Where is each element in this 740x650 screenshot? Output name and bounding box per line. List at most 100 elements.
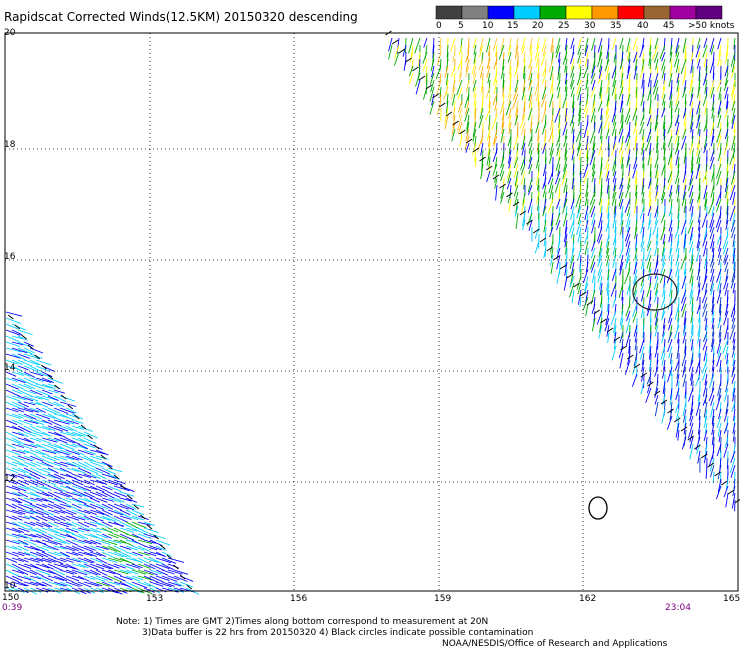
wind-barb: [41, 551, 56, 559]
wind-barb: [95, 473, 108, 480]
wind-barb: [522, 107, 526, 120]
wind-barb: [599, 282, 603, 296]
wind-barb: [35, 467, 51, 474]
wind-barb: [704, 373, 708, 386]
wind-barb: [549, 226, 554, 238]
legend-label: 40: [637, 21, 649, 31]
wind-barb: [491, 114, 498, 130]
wind-barb: [143, 533, 158, 539]
wind-barb: [730, 275, 736, 289]
wind-barb: [77, 539, 92, 545]
wind-barb: [101, 575, 113, 581]
wind-barb: [77, 563, 89, 569]
wind-barb: [71, 533, 85, 540]
wind-barb: [41, 449, 57, 455]
wind-barb: [499, 100, 505, 115]
wind-barb: [667, 331, 673, 344]
wind-barb: [570, 268, 575, 285]
wind-barb: [632, 310, 638, 323]
wind-barb: [431, 65, 435, 78]
wind-barb: [11, 407, 25, 413]
wind-barb: [445, 111, 453, 117]
wind-barb: [666, 415, 673, 430]
wind-barb: [669, 86, 673, 100]
wind-barb: [59, 575, 74, 583]
wind-barb: [627, 58, 631, 74]
wind-barb: [541, 65, 547, 77]
wind-barb: [125, 533, 139, 539]
wind-barb: [648, 177, 652, 189]
wind-barb: [605, 128, 610, 140]
wind-barb: [65, 581, 80, 587]
wind-barb: [562, 163, 568, 180]
wind-barb: [89, 545, 104, 552]
wind-barb: [113, 527, 129, 535]
wind-barb: [125, 581, 139, 589]
wind-barb: [583, 121, 589, 138]
wind-barb: [47, 389, 60, 394]
wind-barb: [65, 551, 78, 556]
wind-barb: [77, 569, 91, 575]
wind-barb: [5, 341, 21, 348]
wind-barb: [17, 509, 34, 515]
wind-barb: [5, 377, 19, 383]
wind-barb: [35, 515, 48, 522]
wind-barb: [556, 254, 561, 270]
wind-barb: [704, 408, 708, 423]
wind-barb: [655, 233, 659, 245]
wind-barb: [53, 503, 66, 510]
wind-barb: [675, 387, 680, 401]
wind-barb: [673, 51, 680, 67]
wind-barb: [597, 72, 603, 84]
wind-barb: [173, 569, 189, 575]
wind-barb: [514, 79, 519, 93]
wind-barb: [733, 121, 736, 133]
wind-barb: [47, 485, 63, 492]
wind-barb: [619, 352, 624, 369]
wind-barb: [5, 431, 19, 439]
wind-barb: [726, 191, 729, 204]
wind-barb: [107, 503, 123, 511]
wind-barb: [5, 437, 21, 444]
wind-barb: [29, 425, 42, 432]
wind-barb: [71, 455, 83, 461]
wind-barb: [700, 453, 708, 459]
wind-barb: [445, 72, 449, 86]
wind-barb: [89, 449, 106, 455]
wind-barb: [688, 387, 694, 402]
wind-barb: [722, 240, 729, 255]
wind-barb: [59, 527, 75, 535]
wind-barb: [710, 86, 715, 99]
wind-barb: [689, 170, 694, 186]
wind-barb: [698, 310, 701, 323]
wind-barb: [634, 114, 638, 127]
wind-barb: [682, 331, 687, 344]
wind-barb: [107, 551, 125, 558]
wind-barb: [41, 413, 56, 419]
wind-barb: [29, 431, 43, 437]
wind-barb: [654, 240, 659, 257]
wind-barb: [667, 296, 673, 310]
wind-barb: [137, 575, 153, 581]
wind-barb: [155, 545, 167, 551]
wind-barb: [597, 100, 603, 112]
wind-barb: [515, 177, 519, 188]
wind-barb: [635, 240, 638, 252]
wind-barb: [47, 551, 61, 557]
wind-barb: [17, 365, 29, 371]
wind-barb: [29, 527, 44, 535]
wind-barb: [541, 37, 547, 53]
wind-barb: [655, 142, 659, 153]
wind-barb: [724, 72, 729, 86]
wind-barb: [626, 135, 631, 147]
wind-barb: [528, 142, 533, 155]
wind-barb: [131, 569, 147, 575]
wind-barb: [465, 142, 470, 153]
wind-barb: [711, 408, 715, 425]
wind-barb: [725, 51, 729, 63]
wind-barb: [29, 449, 45, 456]
wind-barb: [646, 247, 652, 262]
wind-barb: [591, 142, 596, 159]
wind-barb: [632, 107, 638, 121]
wind-barb: [11, 377, 26, 384]
